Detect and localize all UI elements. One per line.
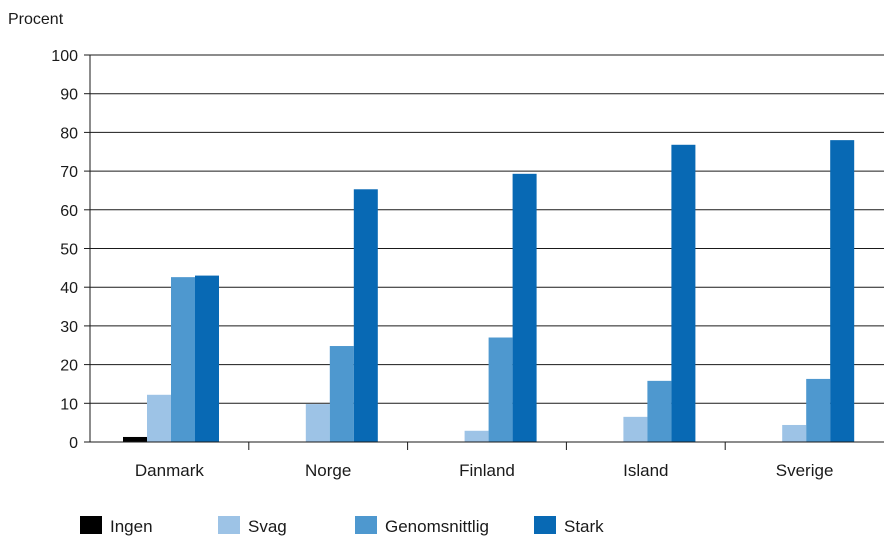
bar-danmark-ingen bbox=[123, 436, 147, 442]
legend-swatch bbox=[355, 516, 377, 534]
legend-swatch bbox=[80, 516, 102, 534]
y-tick-label: 50 bbox=[60, 242, 78, 259]
bar-island-svag bbox=[623, 416, 648, 442]
y-tick-label: 60 bbox=[60, 203, 78, 220]
legend-label: Ingen bbox=[110, 517, 153, 536]
y-axis-ticks: 0 10 20 30 40 50 60 70 80 90 100 bbox=[51, 48, 90, 452]
gridlines bbox=[90, 54, 884, 404]
legend-swatch bbox=[534, 516, 556, 534]
y-tick-label: 30 bbox=[60, 319, 78, 336]
y-tick-label: 80 bbox=[60, 125, 78, 142]
bar-danmark-stark bbox=[195, 275, 219, 442]
bar-sverige-stark bbox=[830, 140, 855, 442]
y-axis-title: Procent bbox=[8, 11, 64, 28]
legend-label: Genomsnittlig bbox=[385, 517, 489, 536]
bar-island-stark bbox=[671, 144, 696, 442]
x-axis-categories: Danmark Norge Finland Island Sverige bbox=[135, 461, 834, 480]
bar-finland-genomsnittlig bbox=[488, 337, 513, 442]
legend-label: Stark bbox=[564, 517, 604, 536]
y-tick-label: 20 bbox=[60, 358, 78, 375]
x-category-label: Finland bbox=[459, 461, 515, 480]
x-category-label: Danmark bbox=[135, 461, 204, 480]
y-tick-label: 0 bbox=[69, 435, 78, 452]
bars bbox=[123, 140, 855, 442]
y-tick-label: 40 bbox=[60, 280, 78, 297]
y-tick-label: 70 bbox=[60, 164, 78, 181]
bar-norge-genomsnittlig bbox=[329, 346, 354, 442]
legend-label: Svag bbox=[248, 517, 287, 536]
bar-sverige-svag bbox=[782, 424, 807, 442]
x-category-label: Norge bbox=[305, 461, 351, 480]
bar-danmark-svag bbox=[147, 394, 171, 442]
bar-island-genomsnittlig bbox=[647, 380, 672, 442]
bar-finland-stark bbox=[512, 173, 537, 442]
bar-finland-svag bbox=[464, 430, 489, 442]
bar-danmark-genomsnittlig bbox=[171, 277, 195, 442]
x-category-label: Sverige bbox=[776, 461, 834, 480]
y-tick-label: 100 bbox=[51, 48, 78, 65]
bar-norge-svag bbox=[305, 404, 330, 442]
x-category-label: Island bbox=[623, 461, 668, 480]
y-tick-label: 10 bbox=[60, 396, 78, 413]
legend-swatch bbox=[218, 516, 240, 534]
bar-sverige-genomsnittlig bbox=[806, 378, 831, 442]
legend: Ingen Svag Genomsnittlig Stark bbox=[80, 516, 604, 536]
bar-norge-stark bbox=[353, 189, 378, 442]
y-tick-label: 90 bbox=[60, 87, 78, 104]
